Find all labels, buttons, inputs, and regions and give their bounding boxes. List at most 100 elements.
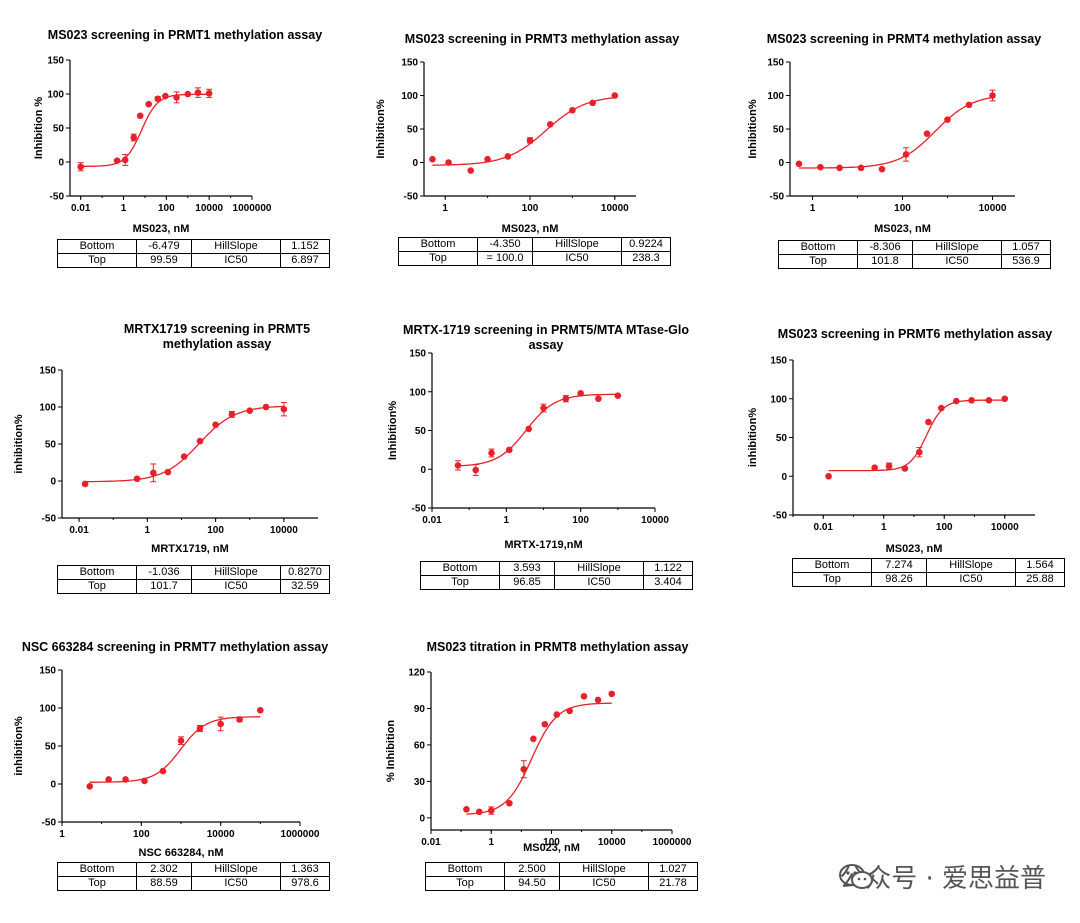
table-row: Bottom -1.036 HillSlope 0.8270 (57, 565, 330, 580)
chart-title: MS023 titration in PRMT8 methylation ass… (426, 640, 689, 654)
data-point (177, 737, 185, 744)
param-value: 1.564 (1015, 558, 1065, 573)
chart-title: MRTX-1719 screening in PRMT5/MTA MTase-G… (403, 323, 689, 352)
y-tick-label: 0 (778, 158, 784, 169)
parameter-table: Bottom 7.274 HillSlope 1.564 Top 98.26 IC50 25.… (792, 558, 1065, 587)
table-row: Top 101.8 IC50 536.9 (778, 254, 1051, 269)
param-label: Top (792, 572, 872, 587)
data-point (916, 448, 923, 456)
parameter-table: Bottom -8.306 HillSlope 1.057 Top 101.8 IC50 53… (778, 240, 1051, 269)
data-point (86, 782, 94, 790)
y-tick-label: -50 (42, 818, 57, 829)
fit-curve (799, 96, 993, 169)
param-value: 101.7 (136, 579, 192, 594)
fit-curve (458, 393, 618, 467)
param-value: 3.404 (643, 575, 693, 590)
data-point (817, 163, 824, 171)
y-tick-label: -50 (773, 511, 788, 522)
y-tick-label: 0 (781, 472, 787, 483)
y-axis-label: % Inhibition (385, 720, 397, 783)
data-point (923, 130, 931, 137)
data-point (488, 449, 495, 457)
data-point (989, 92, 996, 99)
data-point (611, 92, 619, 99)
param-value: 2.302 (136, 862, 192, 877)
x-tick-label: 1000000 (233, 203, 272, 214)
param-label: IC50 (912, 254, 1002, 269)
chart-title: MS023 screening in PRMT3 methylation ass… (404, 32, 680, 46)
y-tick-label: -50 (770, 192, 785, 203)
data-point (871, 464, 878, 472)
y-axis-label: inhibition% (13, 414, 25, 473)
data-point (952, 397, 960, 405)
table-row: Top 96.85 IC50 3.404 (420, 575, 693, 590)
x-tick-label: 1 (810, 203, 816, 214)
data-point (925, 418, 932, 426)
data-point (525, 425, 533, 433)
data-point (194, 89, 202, 96)
x-tick-label: 10000 (270, 525, 298, 536)
y-tick-label: 0 (50, 477, 56, 488)
y-tick-label: 150 (47, 56, 64, 67)
chart-title: MRTX1719 screening in PRMT5 methylation … (123, 322, 311, 351)
x-tick-label: 100 (522, 203, 539, 214)
watermark-text: 公众号 · 爱思益普 (839, 864, 1046, 894)
param-label: Bottom (792, 558, 872, 573)
param-value: 1.057 (1001, 240, 1051, 255)
data-point (836, 164, 843, 172)
data-point (595, 395, 602, 403)
data-point (196, 437, 204, 445)
y-tick-label: 150 (409, 349, 426, 360)
x-axis-label: MS023, nM (886, 543, 943, 555)
table-row: Bottom -8.306 HillSlope 1.057 (778, 240, 1051, 255)
y-tick-label: 100 (39, 704, 56, 715)
x-tick-label: 10000 (641, 515, 669, 526)
param-value: 96.85 (499, 575, 555, 590)
data-point (795, 160, 803, 168)
data-point (530, 735, 537, 743)
data-point (113, 157, 121, 164)
data-point (546, 121, 554, 128)
data-point (825, 472, 832, 480)
y-tick-label: 100 (409, 387, 426, 398)
x-tick-label: 1 (504, 515, 510, 526)
data-point (1001, 395, 1009, 403)
data-point (577, 390, 584, 397)
y-tick-label: 50 (415, 426, 427, 437)
param-value: 1.122 (643, 561, 693, 576)
y-tick-label: 0 (58, 158, 64, 169)
chart-title: MS023 screening in PRMT1 methylation ass… (47, 28, 323, 42)
param-label: Top (57, 253, 137, 268)
data-point (246, 407, 254, 415)
y-tick-label: 30 (414, 777, 426, 788)
param-label: IC50 (926, 572, 1016, 587)
param-label: IC50 (532, 251, 622, 266)
data-point (145, 100, 153, 108)
x-tick-label: 10000 (979, 203, 1007, 214)
data-point (506, 799, 513, 807)
data-point (77, 163, 85, 171)
data-point (205, 90, 213, 97)
data-point (589, 99, 596, 107)
data-point (505, 446, 513, 454)
data-point (857, 164, 865, 172)
chart-title: MS023 screening in PRMT6 methylation ass… (777, 327, 1053, 341)
y-tick-label: 50 (407, 125, 419, 136)
y-tick-label: -50 (412, 504, 427, 515)
x-tick-label: 10000 (195, 203, 223, 214)
x-tick-label: 100 (936, 522, 953, 533)
y-tick-label: 60 (414, 740, 426, 751)
data-point (594, 696, 602, 704)
param-value: 99.59 (136, 253, 192, 268)
x-tick-label: 1 (488, 837, 494, 848)
data-point (566, 707, 573, 715)
param-label: Bottom (398, 237, 478, 252)
y-tick-label: 0 (420, 465, 426, 476)
watermark: 公众号 · 爱思益普 (839, 858, 1046, 895)
data-point (212, 421, 219, 429)
data-point (81, 480, 89, 488)
param-value: 6.897 (280, 253, 330, 268)
